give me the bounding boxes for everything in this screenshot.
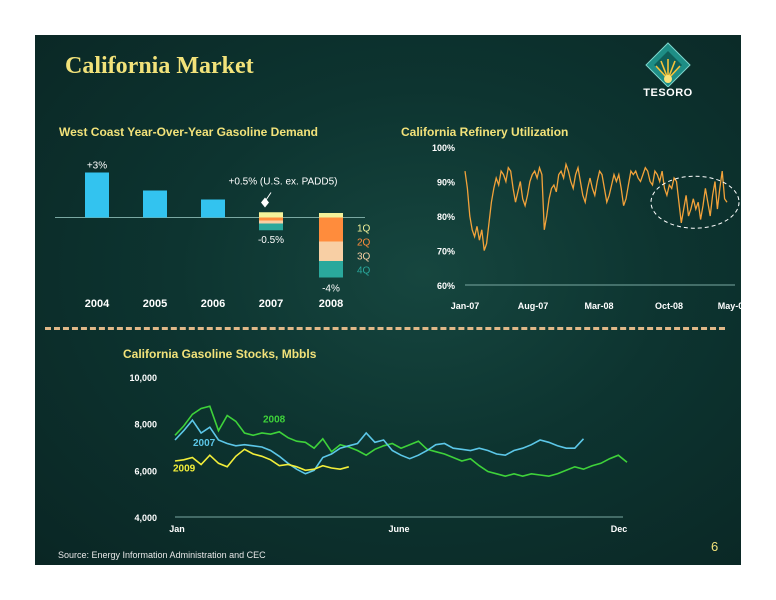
source-note: Source: Energy Information Administratio…: [58, 550, 266, 560]
series-label-2007: 2007: [193, 438, 216, 449]
y-tick-3: 90%: [437, 178, 455, 188]
x-tick-0: Jan-07: [451, 301, 480, 311]
section-divider: [45, 327, 725, 330]
legend-4q: 4Q: [357, 266, 371, 277]
highlight-ellipse: [650, 175, 740, 229]
bar-segment-2007-1q: [259, 212, 283, 218]
data-label-2004: +3%: [87, 161, 107, 172]
series-line-2009: [174, 448, 350, 472]
x-tick-1: Aug-07: [518, 301, 549, 311]
y-tick-0: 60%: [437, 281, 455, 291]
x-tick-2008: 2008: [319, 298, 343, 310]
utilization-series-line: [464, 161, 728, 251]
logo-text: TESORO: [643, 87, 693, 99]
x-tick-2: Dec: [611, 524, 628, 532]
series-line-2008: [174, 405, 628, 478]
stocks-line-chart: 4,000 6,000 8,000 10,000 Jan June Dec 2008 2007 2…: [129, 373, 628, 532]
bar-segment-2007-3q: [259, 220, 283, 224]
data-label-2007: -0.5%: [258, 235, 284, 246]
tesoro-logo: TESORO: [628, 41, 708, 99]
demand-bar-chart: 2004 2005 2006 2007 2008 +3% -0.5% -4% +0.5% (U.…: [55, 161, 371, 310]
series-label-2009: 2009: [173, 463, 196, 474]
x-tick-2006: 2006: [201, 298, 225, 310]
bar-segment-2007-4q: [259, 223, 283, 231]
series-line-2007: [174, 418, 585, 475]
utilization-line-chart: 60% 70% 80% 90% 100% Jan-07 Aug-07 Mar-08 Oct-08…: [432, 143, 741, 311]
series-label-2008: 2008: [263, 415, 286, 426]
bar-segment-2008-4q: [319, 261, 343, 278]
y-tick-1: 6,000: [134, 466, 157, 476]
x-tick-3: Oct-08: [655, 301, 683, 311]
annotation-diamond-icon: [261, 197, 269, 208]
y-tick-4: 100%: [432, 143, 455, 153]
demand-chart-title: West Coast Year-Over-Year Gasoline Deman…: [59, 125, 319, 139]
x-tick-2: Mar-08: [584, 301, 613, 311]
legend-3q: 3Q: [357, 252, 371, 263]
data-label-2008: -4%: [322, 284, 340, 295]
y-tick-3: 10,000: [129, 373, 157, 383]
bar-2006: [201, 199, 225, 218]
legend-1q: 1Q: [357, 224, 371, 235]
x-tick-4: May-09: [718, 301, 741, 311]
y-tick-2: 8,000: [134, 420, 157, 430]
x-tick-1: June: [388, 524, 409, 532]
bar-2005: [143, 190, 167, 218]
utilization-chart-title: California Refinery Utilization: [401, 125, 569, 139]
padd5-annotation: +0.5% (U.S. ex. PADD5): [228, 177, 337, 188]
bar-segment-2007-2q: [259, 217, 283, 221]
y-tick-1: 70%: [437, 247, 455, 257]
slide: California Market TESORO West Coast Year…: [35, 35, 741, 565]
slide-title: California Market: [65, 53, 254, 79]
y-tick-0: 4,000: [134, 513, 157, 523]
legend-2q: 2Q: [357, 238, 371, 249]
page-number: 6: [711, 539, 719, 554]
x-tick-2007: 2007: [259, 298, 283, 310]
bar-segment-2008-1q: [319, 213, 343, 218]
bar-2004: [85, 172, 109, 218]
stocks-chart-title: California Gasoline Stocks, Mbbls: [123, 347, 317, 361]
x-tick-0: Jan: [169, 524, 185, 532]
bar-segment-2008-3q: [319, 241, 343, 261]
bar-segment-2008-2q: [319, 217, 343, 242]
x-tick-2004: 2004: [85, 298, 110, 310]
tesoro-logo-icon: [645, 42, 691, 88]
x-tick-2005: 2005: [143, 298, 167, 310]
y-tick-2: 80%: [437, 212, 455, 222]
